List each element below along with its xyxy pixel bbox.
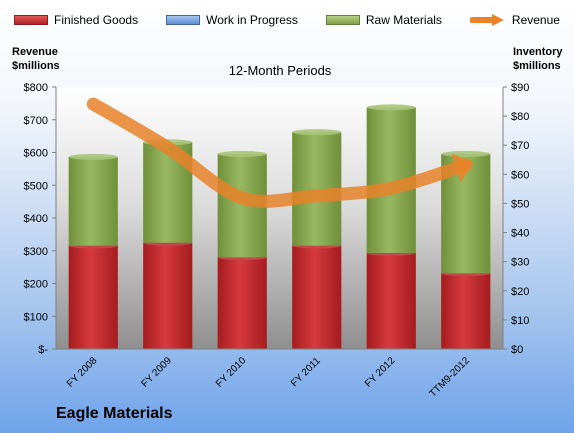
legend-item-raw-materials: Raw Materials — [325, 13, 442, 27]
legend-label-raw-materials: Raw Materials — [365, 13, 442, 27]
revenue-line — [86, 97, 473, 208]
left-axis-title: Revenue $millions — [12, 45, 60, 73]
right-axis-title: Inventory $millions — [513, 45, 563, 73]
bar-top-raw-materials — [292, 129, 342, 136]
left-axis-tick-label: $700 — [24, 115, 48, 127]
right-axis-tick-label: $50 — [511, 198, 529, 210]
bar-finished-goods — [217, 257, 267, 349]
x-axis-tick-label: FY 2010 — [214, 355, 249, 390]
left-axis-title-line1: Revenue — [12, 46, 58, 58]
right-axis-tick-label: $60 — [511, 169, 529, 181]
x-axis-tick-label: FY 2012 — [363, 355, 398, 390]
left-axis-tick-label: $- — [38, 344, 48, 356]
left-axis-tick-label: $100 — [24, 311, 48, 323]
right-axis-tick-label: $30 — [511, 257, 529, 269]
legend-swatch-work-in-progress — [166, 15, 201, 25]
bar-raw-materials — [68, 156, 118, 246]
legend-item-finished-goods: Finished Goods — [14, 13, 138, 27]
legend-arrow-revenue — [469, 14, 504, 26]
right-axis-tick-label: $40 — [511, 228, 529, 240]
bar-top-raw-materials — [68, 153, 118, 160]
left-axis-tick-label: $300 — [24, 246, 48, 258]
legend-label-finished-goods: Finished Goods — [54, 13, 139, 27]
bar-top-raw-materials — [366, 104, 416, 111]
chart-title: 12-Month Periods — [229, 63, 332, 78]
legend-swatch-finished-goods — [14, 15, 49, 25]
right-axis-title-line2: $millions — [513, 60, 561, 72]
right-axis-tick-label: $70 — [511, 140, 529, 152]
revenue-line-layer — [86, 97, 474, 208]
x-axis-tick-label: FY 2011 — [289, 355, 323, 389]
legend: Finished Goods Work in Progress Raw Mate… — [0, 13, 574, 27]
bar-top-raw-materials — [217, 150, 267, 157]
bar-finished-goods — [143, 242, 193, 349]
bar-top-raw-materials — [441, 150, 491, 157]
x-axis-tick-label: TTM9-2012 — [428, 355, 473, 400]
bars-layer — [68, 104, 491, 349]
legend-label-work-in-progress: Work in Progress — [206, 13, 298, 27]
bar-finished-goods — [366, 252, 416, 349]
right-axis-title-line1: Inventory — [513, 46, 563, 58]
legend-item-work-in-progress: Work in Progress — [166, 13, 298, 27]
bar-finished-goods — [292, 245, 342, 349]
bar-finished-goods — [68, 245, 118, 349]
x-axis-tick-label: FY 2008 — [65, 355, 100, 390]
right-axis-tick-label: $90 — [511, 82, 529, 94]
left-axis-tick-label: $800 — [24, 82, 48, 94]
revenue-arrow-head — [451, 153, 474, 183]
legend-label-revenue: Revenue — [511, 13, 560, 27]
left-axis-tick-label: $400 — [24, 213, 48, 225]
right-axis-tick-label: $10 — [511, 315, 529, 327]
legend-item-revenue: Revenue — [469, 13, 560, 27]
left-axis-title-line2: $millions — [12, 60, 60, 72]
right-axis-tick-label: $20 — [511, 286, 529, 298]
right-axis-tick-label: $80 — [511, 111, 529, 123]
left-axis-tick-label: $200 — [24, 279, 48, 291]
left-axis-tick-label: $600 — [24, 148, 48, 160]
x-axis-tick-label: FY 2009 — [139, 355, 174, 390]
company-name: Eagle Materials — [56, 405, 173, 422]
bar-finished-goods — [441, 273, 491, 349]
right-axis-tick-label: $0 — [511, 344, 523, 356]
left-axis-tick-label: $500 — [24, 180, 48, 192]
legend-swatch-raw-materials — [325, 15, 360, 25]
